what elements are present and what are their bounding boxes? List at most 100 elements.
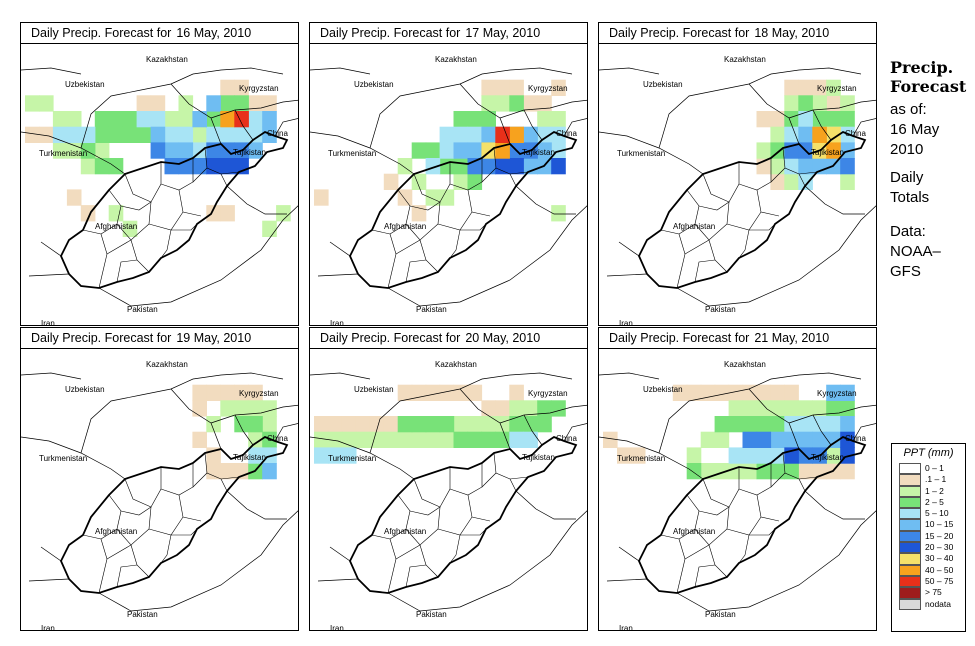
province-border: [395, 239, 421, 255]
precip-cell: [756, 431, 772, 448]
afghanistan-outline: [60, 435, 289, 594]
precip-cell: [25, 126, 40, 143]
province-border: [467, 494, 491, 522]
precip-cell: [94, 142, 110, 159]
precip-cell: [248, 111, 263, 128]
precip-cell: [234, 95, 249, 112]
legend-entry: 0 – 1: [892, 463, 965, 475]
country-border: [788, 404, 876, 424]
precip-cell: [756, 416, 772, 433]
precip-cell: [812, 400, 827, 417]
country-border: [28, 578, 70, 582]
precip-cell: [397, 384, 413, 401]
precip-cell: [770, 400, 785, 417]
precip-cell: [784, 79, 799, 96]
precip-cell: [840, 95, 855, 112]
map-title-prefix: Daily Precip. Forecast for: [609, 26, 750, 40]
country-border: [28, 273, 70, 277]
province-border: [782, 452, 806, 492]
province-border: [120, 201, 152, 211]
precip-cell: [826, 447, 841, 464]
province-border: [708, 239, 728, 273]
country-border: [170, 388, 222, 450]
province-border: [120, 506, 152, 516]
precip-cell: [397, 416, 413, 433]
province-border: [106, 239, 132, 255]
province-border: [684, 544, 710, 560]
legend-title: PPT (mm): [903, 447, 954, 459]
precip-cell: [220, 384, 235, 401]
province-border: [756, 189, 780, 217]
country-border: [499, 99, 587, 119]
sidebar-title-line2: Forecast: [890, 77, 967, 96]
province-border: [371, 534, 397, 594]
precip-cell: [495, 431, 510, 448]
place-label-pakistan: Pakistan: [127, 305, 158, 314]
legend-entry: > 75: [892, 587, 965, 599]
country-border: [80, 394, 142, 454]
place-label-tajikistan: Tajikistan: [233, 453, 266, 462]
place-label-turkmenistan: Turkmenistan: [617, 454, 665, 463]
place-label-iran: Iran: [330, 319, 344, 326]
afghanistan-outline: [349, 435, 578, 594]
precip-cell: [700, 384, 716, 401]
precip-cell: [603, 431, 618, 448]
province-border: [694, 506, 730, 546]
precip-cell: [383, 431, 399, 448]
place-label-turkmenistan: Turkmenistan: [39, 454, 87, 463]
province-border: [449, 158, 483, 191]
precip-cell: [686, 447, 702, 464]
precip-cell: [784, 173, 799, 190]
precip-cell: [672, 384, 688, 401]
country-border: [658, 89, 720, 149]
precip-cell: [537, 400, 552, 417]
precip-cell: [397, 189, 413, 206]
precip-cell: [467, 431, 483, 448]
map-title: Daily Precip. Forecast for 21 May, 2010: [599, 328, 876, 349]
province-border: [756, 494, 780, 522]
precip-cell: [812, 79, 827, 96]
precip-cell: [770, 416, 785, 433]
precip-cell: [812, 416, 827, 433]
map-title: Daily Precip. Forecast for 20 May, 2010: [310, 328, 587, 349]
precip-cell: [495, 126, 510, 143]
precip-cell: [262, 416, 277, 433]
precip-cell: [220, 95, 235, 112]
country-border: [499, 404, 587, 424]
precip-cell: [66, 111, 82, 128]
country-border: [21, 67, 82, 75]
map-title-prefix: Daily Precip. Forecast for: [31, 331, 172, 345]
precip-cell: [178, 95, 194, 112]
place-label-kyrgyzstan: Kyrgyzstan: [817, 84, 857, 93]
country-border: [387, 510, 587, 612]
precip-cell: [94, 111, 110, 128]
province-border: [116, 201, 152, 241]
precip-cell: [700, 431, 716, 448]
precip-cell: [509, 400, 524, 417]
country-border: [459, 388, 511, 450]
precip-cell: [220, 400, 235, 417]
precip-cell: [439, 158, 455, 175]
forecast-map-panel: Daily Precip. Forecast for 21 May, 2010 Ka…: [598, 327, 877, 631]
precip-cell: [206, 126, 221, 143]
precip-cell: [439, 431, 455, 448]
sidebar-title-line1: Precip.: [890, 58, 954, 77]
province-border: [160, 229, 172, 259]
precip-cell: [164, 126, 180, 143]
country-border: [40, 241, 62, 257]
precip-cell: [453, 142, 469, 159]
precip-cell: [798, 416, 813, 433]
precip-cell: [425, 416, 441, 433]
place-label-afghanistan: Afghanistan: [673, 222, 715, 231]
country-border: [748, 83, 800, 145]
legend-label: 10 – 15: [925, 519, 954, 530]
precip-cell: [425, 142, 441, 159]
precip-cell: [453, 111, 469, 128]
province-border: [678, 494, 700, 540]
precip-cell: [411, 384, 427, 401]
country-border: [523, 109, 543, 141]
place-label-china: China: [267, 129, 288, 138]
precip-cell: [686, 463, 702, 480]
map-title-prefix: Daily Precip. Forecast for: [320, 26, 461, 40]
precip-cell: [798, 463, 813, 480]
